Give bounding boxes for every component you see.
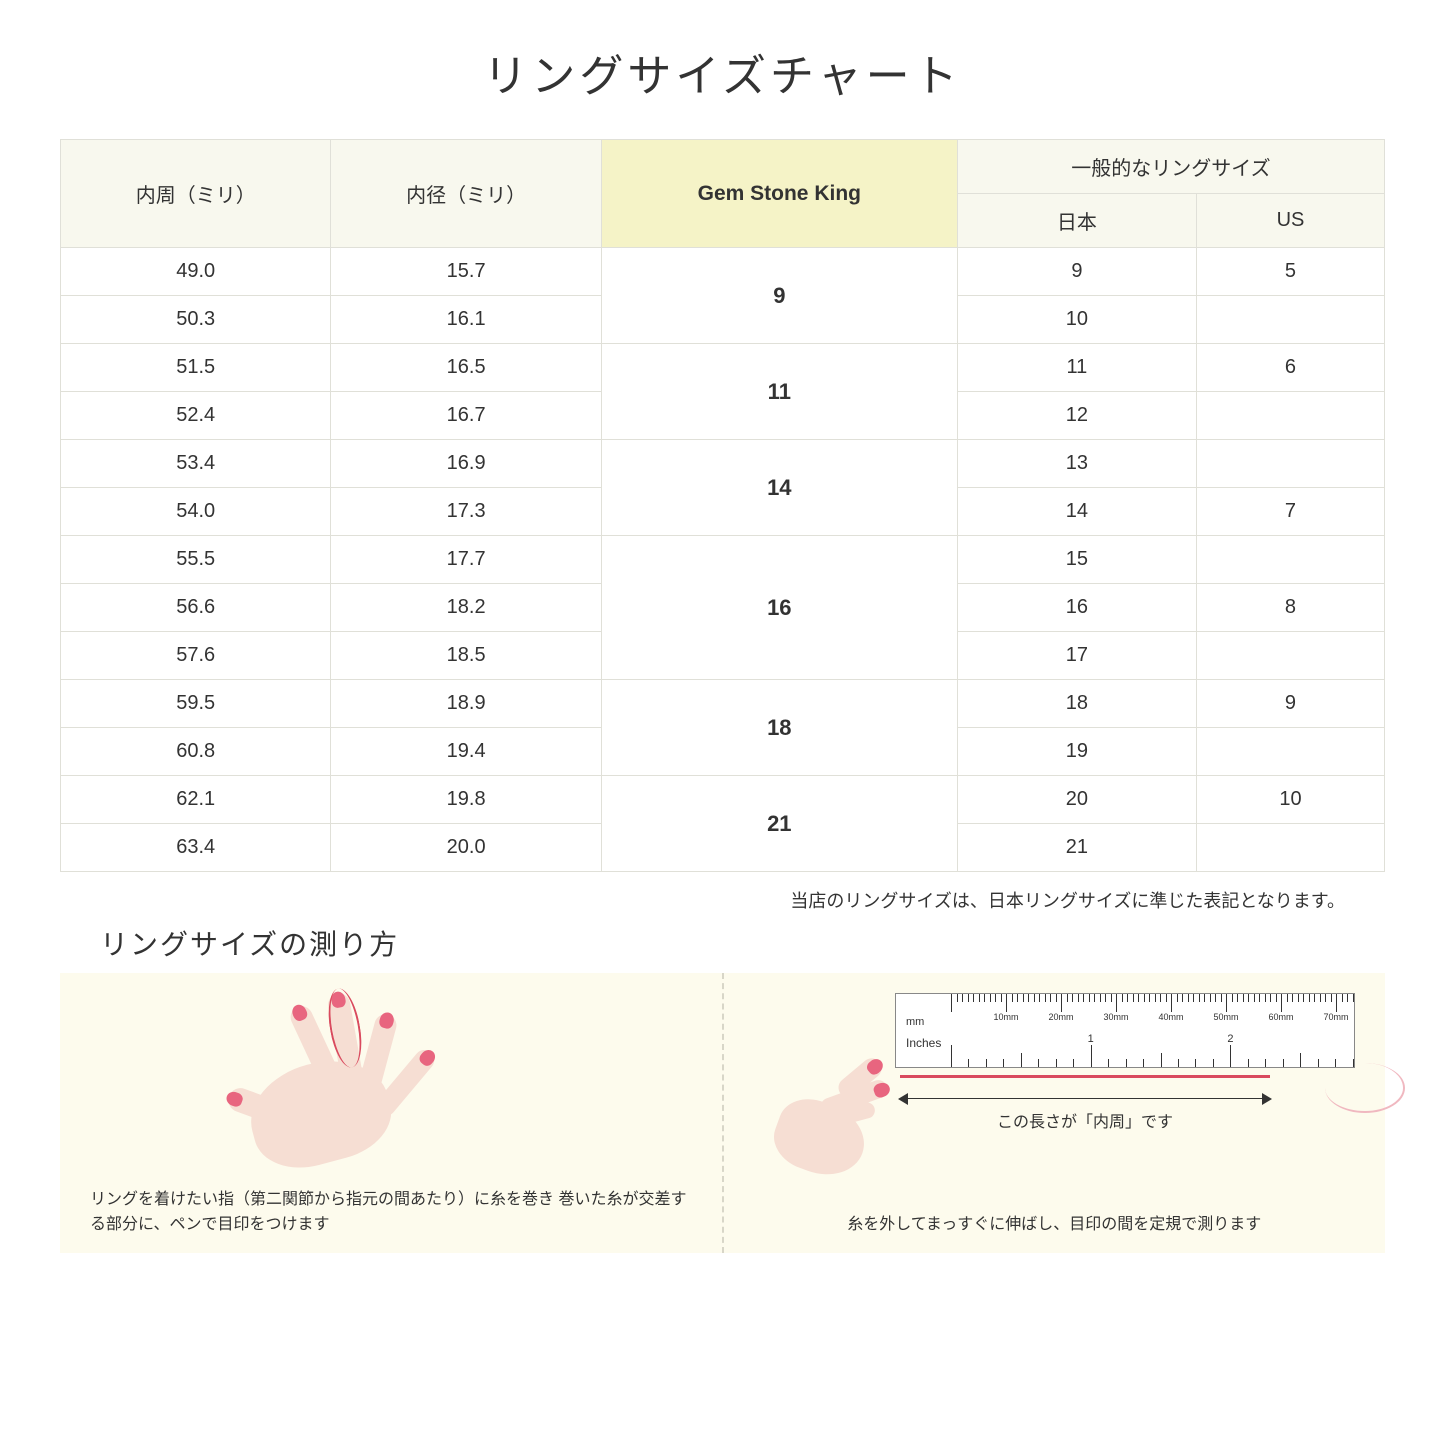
ruler-icon: mm Inches 10mm20mm30mm40mm50mm60mm70mm12 xyxy=(895,993,1355,1068)
cell-circumference: 50.3 xyxy=(61,296,331,344)
cell-us xyxy=(1196,536,1384,584)
cell-diameter: 20.0 xyxy=(331,824,601,872)
cell-gsk: 16 xyxy=(601,536,957,680)
cell-diameter: 16.5 xyxy=(331,344,601,392)
cell-japan: 21 xyxy=(957,824,1196,872)
cell-us xyxy=(1196,392,1384,440)
measure-arrow xyxy=(900,1098,1270,1099)
arrow-label: この長さが「内周」です xyxy=(900,1108,1270,1132)
table-row: 59.518.918189 xyxy=(61,680,1385,728)
cell-japan: 18 xyxy=(957,680,1196,728)
cell-circumference: 63.4 xyxy=(61,824,331,872)
cell-circumference: 57.6 xyxy=(61,632,331,680)
cell-diameter: 15.7 xyxy=(331,248,601,296)
cell-diameter: 19.8 xyxy=(331,776,601,824)
th-diameter: 内径（ミリ） xyxy=(331,140,601,248)
cell-us: 5 xyxy=(1196,248,1384,296)
cell-circumference: 52.4 xyxy=(61,392,331,440)
th-us: US xyxy=(1196,194,1384,248)
table-row: 49.015.7995 xyxy=(61,248,1385,296)
cell-japan: 19 xyxy=(957,728,1196,776)
cell-diameter: 16.9 xyxy=(331,440,601,488)
instructions-panel: リングを着けたい指（第二関節から指元の間あたり）に糸を巻き 巻いた糸が交差する部… xyxy=(60,973,1385,1253)
cell-japan: 20 xyxy=(957,776,1196,824)
cell-diameter: 16.1 xyxy=(331,296,601,344)
th-gsk: Gem Stone King xyxy=(601,140,957,248)
cell-gsk: 14 xyxy=(601,440,957,536)
instruction-text-1: リングを着けたい指（第二関節から指元の間あたり）に糸を巻き 巻いた糸が交差する部… xyxy=(90,1187,692,1238)
cell-japan: 14 xyxy=(957,488,1196,536)
cell-gsk: 9 xyxy=(601,248,957,344)
cell-circumference: 59.5 xyxy=(61,680,331,728)
cell-us xyxy=(1196,824,1384,872)
inches-label: Inches xyxy=(906,1036,941,1050)
cell-japan: 17 xyxy=(957,632,1196,680)
ring-size-table: 内周（ミリ） 内径（ミリ） Gem Stone King 一般的なリングサイズ … xyxy=(60,139,1385,872)
cell-circumference: 55.5 xyxy=(61,536,331,584)
cell-diameter: 18.2 xyxy=(331,584,601,632)
cell-diameter: 17.7 xyxy=(331,536,601,584)
cell-us xyxy=(1196,728,1384,776)
cell-us xyxy=(1196,296,1384,344)
table-row: 55.517.71615 xyxy=(61,536,1385,584)
cell-diameter: 17.3 xyxy=(331,488,601,536)
th-general: 一般的なリングサイズ xyxy=(957,140,1384,194)
thread-line xyxy=(900,1075,1270,1078)
cell-circumference: 53.4 xyxy=(61,440,331,488)
cell-gsk: 18 xyxy=(601,680,957,776)
cell-us xyxy=(1196,632,1384,680)
th-japan: 日本 xyxy=(957,194,1196,248)
cell-us: 10 xyxy=(1196,776,1384,824)
cell-us xyxy=(1196,440,1384,488)
hand-illustration-wrap xyxy=(220,983,500,1183)
instruction-text-2: 糸を外してまっすぐに伸ばし、目印の間を定規で測ります xyxy=(754,1212,1356,1238)
cell-circumference: 49.0 xyxy=(61,248,331,296)
page-title: リングサイズチャート xyxy=(60,40,1385,104)
table-row: 62.119.8212010 xyxy=(61,776,1385,824)
cell-gsk: 21 xyxy=(601,776,957,872)
cell-circumference: 54.0 xyxy=(61,488,331,536)
cell-japan: 15 xyxy=(957,536,1196,584)
cell-diameter: 18.9 xyxy=(331,680,601,728)
cell-japan: 9 xyxy=(957,248,1196,296)
th-circumference: 内周（ミリ） xyxy=(61,140,331,248)
cell-japan: 12 xyxy=(957,392,1196,440)
cell-japan: 16 xyxy=(957,584,1196,632)
cell-diameter: 19.4 xyxy=(331,728,601,776)
table-row: 53.416.91413 xyxy=(61,440,1385,488)
cell-circumference: 56.6 xyxy=(61,584,331,632)
cell-circumference: 60.8 xyxy=(61,728,331,776)
instruction-step-2: mm Inches 10mm20mm30mm40mm50mm60mm70mm12… xyxy=(724,973,1386,1253)
table-row: 51.516.511116 xyxy=(61,344,1385,392)
cell-us: 7 xyxy=(1196,488,1384,536)
cell-diameter: 16.7 xyxy=(331,392,601,440)
cell-japan: 11 xyxy=(957,344,1196,392)
cell-japan: 10 xyxy=(957,296,1196,344)
footnote: 当店のリングサイズは、日本リングサイズに準じた表記となります。 xyxy=(60,887,1385,913)
cell-us: 6 xyxy=(1196,344,1384,392)
mm-label: mm xyxy=(906,1016,924,1028)
cell-circumference: 51.5 xyxy=(61,344,331,392)
howto-title: リングサイズの測り方 xyxy=(100,923,1385,963)
cell-diameter: 18.5 xyxy=(331,632,601,680)
instruction-step-1: リングを着けたい指（第二関節から指元の間あたり）に糸を巻き 巻いた糸が交差する部… xyxy=(60,973,722,1253)
cell-us: 8 xyxy=(1196,584,1384,632)
cell-circumference: 62.1 xyxy=(61,776,331,824)
cell-us: 9 xyxy=(1196,680,1384,728)
cell-gsk: 11 xyxy=(601,344,957,440)
cell-japan: 13 xyxy=(957,440,1196,488)
